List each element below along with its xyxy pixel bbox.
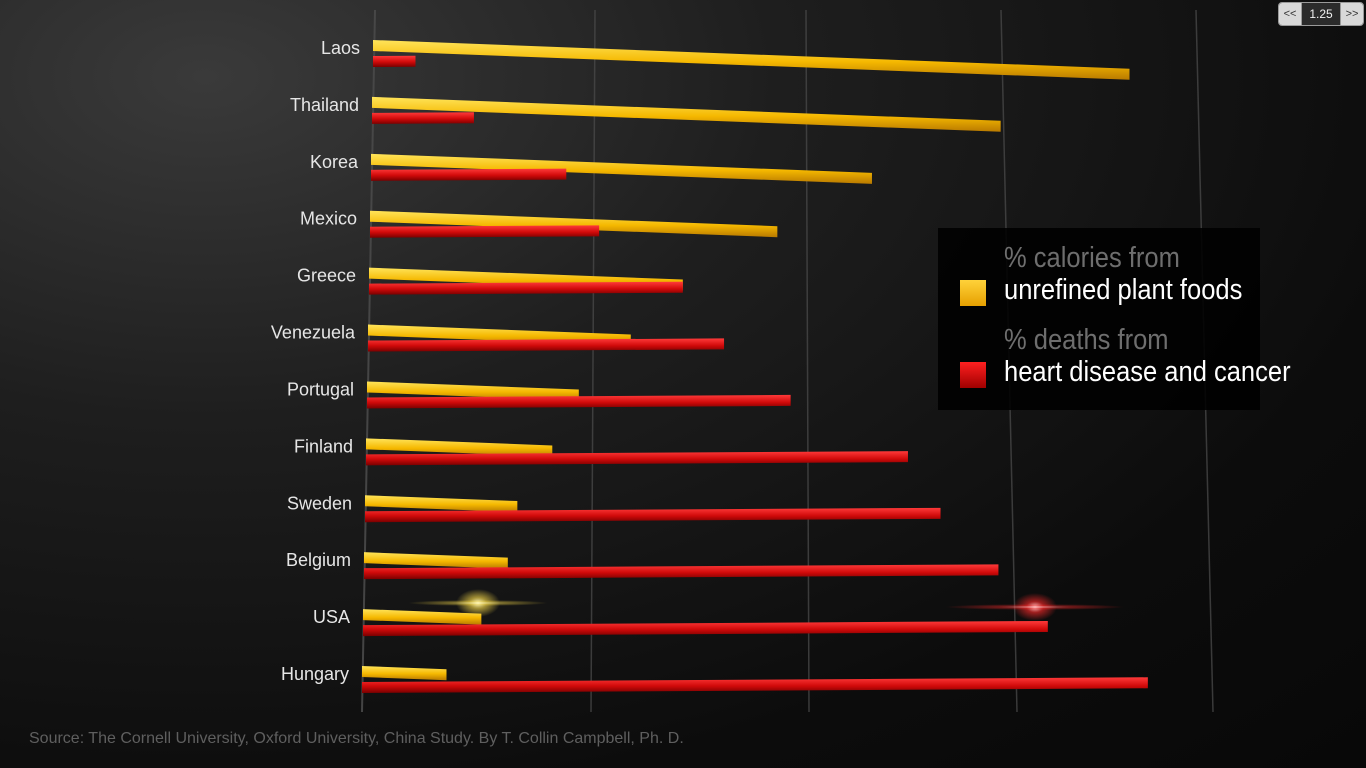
legend-series2-label: heart disease and cancer [1004, 356, 1291, 388]
category-label-greece: Greece [297, 266, 356, 286]
bar-deaths-venezuela [368, 338, 725, 352]
grid-line [361, 9, 376, 713]
bar-plant-usa [363, 609, 482, 625]
bar-plant-belgium [364, 552, 508, 569]
yellow-flare-streak [408, 600, 548, 606]
speed-value: 1.25 [1301, 3, 1341, 25]
bar-plant-mexico [370, 210, 778, 238]
grid-line [590, 9, 596, 713]
bar-deaths-thailand [372, 112, 474, 124]
bar-deaths-portugal [367, 394, 791, 409]
category-label-sweden: Sweden [287, 493, 352, 513]
bar-deaths-usa [363, 620, 1048, 637]
bar-plant-laos [373, 40, 1130, 80]
red-flare-streak [945, 604, 1125, 610]
bar-plant-thailand [372, 96, 1001, 132]
bar-plant-hungary [362, 666, 447, 681]
speed-increase-button[interactable]: >> [1341, 3, 1363, 25]
category-label-belgium: Belgium [286, 550, 351, 570]
bar-plant-finland [366, 438, 553, 457]
legend-series2-prefix: % deaths from [1004, 324, 1169, 356]
bar-plant-portugal [367, 381, 579, 401]
bar-deaths-hungary [362, 677, 1148, 693]
category-label-korea: Korea [310, 152, 359, 172]
category-label-hungary: Hungary [281, 664, 349, 684]
legend-swatch-deaths [960, 362, 986, 388]
category-labels: Laos Thailand Korea Mexico Greece Venezuela Po… [271, 38, 360, 684]
speed-decrease-button[interactable]: << [1279, 3, 1301, 25]
category-label-usa: USA [313, 607, 350, 627]
category-label-laos: Laos [321, 38, 360, 58]
legend-series1-label: unrefined plant foods [1004, 274, 1243, 306]
category-label-venezuela: Venezuela [271, 323, 356, 343]
category-label-thailand: Thailand [290, 95, 359, 115]
bar-deaths-belgium [364, 564, 999, 580]
playback-speed-control: << 1.25 >> [1278, 2, 1364, 26]
glow-effects [408, 589, 1125, 621]
legend-series1-prefix: % calories from [1004, 242, 1180, 274]
bars [362, 40, 1148, 693]
bar-deaths-sweden [365, 507, 941, 523]
category-label-mexico: Mexico [300, 209, 357, 229]
bar-deaths-mexico [370, 225, 600, 238]
bar-deaths-finland [366, 451, 908, 466]
bar-deaths-korea [371, 168, 567, 181]
legend-swatch-plant [960, 280, 986, 306]
bar-deaths-laos [373, 55, 416, 67]
category-label-finland: Finland [294, 436, 353, 456]
chart-legend: % calories from unrefined plant foods % … [938, 228, 1291, 410]
bar-plant-sweden [365, 495, 518, 513]
grid-line [805, 9, 810, 713]
source-caption: Source: The Cornell University, Oxford U… [29, 730, 684, 747]
bar-plant-korea [371, 153, 872, 184]
bar-deaths-greece [369, 281, 683, 295]
category-label-portugal: Portugal [287, 379, 354, 399]
